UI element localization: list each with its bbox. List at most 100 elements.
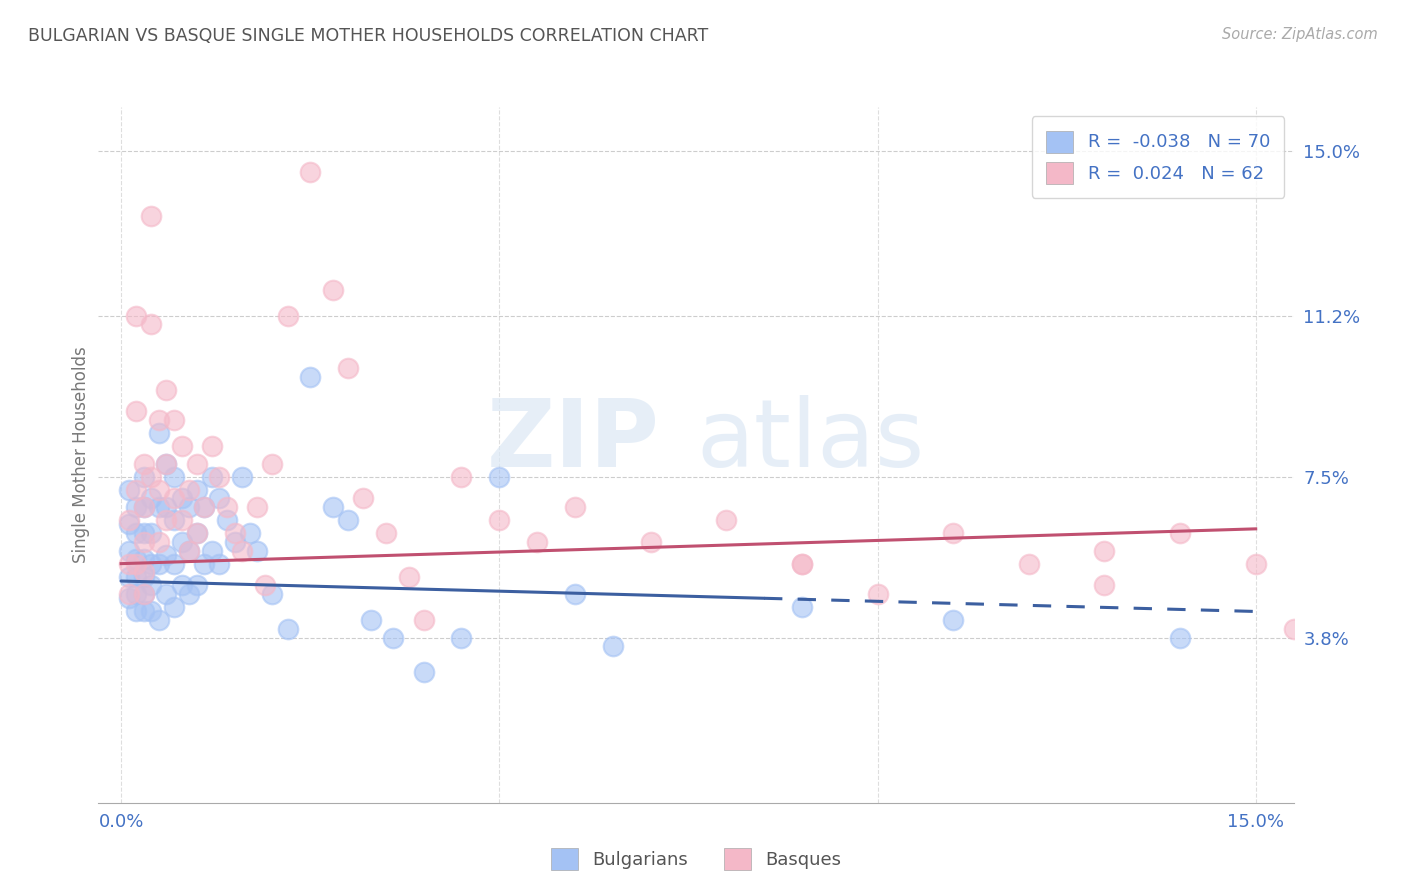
Point bbox=[132, 457, 155, 471]
Point bbox=[125, 483, 148, 497]
Point bbox=[132, 587, 155, 601]
Point bbox=[201, 439, 224, 453]
Point bbox=[1018, 557, 1040, 571]
Point bbox=[179, 543, 201, 558]
Point bbox=[132, 500, 155, 514]
Point bbox=[360, 613, 382, 627]
Text: BULGARIAN VS BASQUE SINGLE MOTHER HOUSEHOLDS CORRELATION CHART: BULGARIAN VS BASQUE SINGLE MOTHER HOUSEH… bbox=[28, 27, 709, 45]
Point bbox=[141, 578, 163, 592]
Point bbox=[132, 570, 155, 584]
Point bbox=[352, 491, 374, 506]
Point bbox=[141, 526, 163, 541]
Point bbox=[193, 557, 215, 571]
Point bbox=[163, 600, 186, 615]
Point bbox=[1168, 526, 1191, 541]
Point bbox=[148, 557, 170, 571]
Point bbox=[564, 500, 586, 514]
Point bbox=[148, 613, 170, 627]
Point bbox=[208, 557, 231, 571]
Point bbox=[163, 469, 186, 483]
Point bbox=[1094, 543, 1116, 558]
Point bbox=[322, 283, 344, 297]
Point bbox=[155, 457, 177, 471]
Point bbox=[215, 500, 238, 514]
Point bbox=[141, 557, 163, 571]
Point bbox=[716, 513, 738, 527]
Point bbox=[163, 513, 186, 527]
Point bbox=[276, 622, 298, 636]
Point bbox=[382, 631, 405, 645]
Point bbox=[125, 552, 148, 566]
Point bbox=[125, 404, 148, 418]
Point bbox=[790, 557, 813, 571]
Point bbox=[125, 526, 148, 541]
Point bbox=[118, 591, 141, 606]
Point bbox=[488, 513, 510, 527]
Point bbox=[155, 513, 177, 527]
Point bbox=[170, 491, 193, 506]
Point bbox=[170, 513, 193, 527]
Point bbox=[299, 165, 322, 179]
Point bbox=[337, 360, 360, 375]
Point bbox=[118, 587, 141, 601]
Point bbox=[125, 587, 148, 601]
Point bbox=[412, 665, 434, 680]
Point bbox=[262, 587, 284, 601]
Point bbox=[179, 543, 201, 558]
Point bbox=[564, 587, 586, 601]
Point bbox=[450, 631, 472, 645]
Point bbox=[148, 483, 170, 497]
Point bbox=[155, 383, 177, 397]
Point bbox=[186, 526, 208, 541]
Point bbox=[299, 369, 322, 384]
Point bbox=[155, 457, 177, 471]
Point bbox=[186, 457, 208, 471]
Point bbox=[132, 587, 155, 601]
Point bbox=[208, 469, 231, 483]
Point bbox=[132, 535, 155, 549]
Point bbox=[1168, 631, 1191, 645]
Point bbox=[201, 469, 224, 483]
Point bbox=[148, 535, 170, 549]
Point bbox=[1094, 578, 1116, 592]
Point bbox=[155, 500, 177, 514]
Point bbox=[602, 639, 624, 653]
Point bbox=[374, 526, 396, 541]
Point bbox=[942, 613, 965, 627]
Point bbox=[141, 209, 163, 223]
Point bbox=[193, 500, 215, 514]
Point bbox=[132, 552, 155, 566]
Point bbox=[201, 543, 224, 558]
Point bbox=[253, 578, 276, 592]
Point bbox=[179, 500, 201, 514]
Point bbox=[186, 578, 208, 592]
Point bbox=[141, 605, 163, 619]
Text: ZIP: ZIP bbox=[488, 395, 661, 487]
Point bbox=[118, 543, 141, 558]
Point bbox=[276, 309, 298, 323]
Legend: Bulgarians, Basques: Bulgarians, Basques bbox=[543, 841, 849, 877]
Point bbox=[163, 557, 186, 571]
Point bbox=[141, 469, 163, 483]
Point bbox=[942, 526, 965, 541]
Text: atlas: atlas bbox=[696, 395, 924, 487]
Point bbox=[488, 469, 510, 483]
Point bbox=[412, 613, 434, 627]
Point bbox=[148, 413, 170, 427]
Point bbox=[118, 517, 141, 532]
Point bbox=[132, 605, 155, 619]
Point bbox=[163, 491, 186, 506]
Point bbox=[337, 513, 360, 527]
Point bbox=[163, 413, 186, 427]
Point bbox=[132, 469, 155, 483]
Point bbox=[148, 500, 170, 514]
Point bbox=[640, 535, 662, 549]
Point bbox=[1282, 622, 1305, 636]
Point bbox=[125, 570, 148, 584]
Y-axis label: Single Mother Households: Single Mother Households bbox=[72, 347, 90, 563]
Point bbox=[224, 526, 246, 541]
Point bbox=[790, 557, 813, 571]
Point bbox=[231, 469, 253, 483]
Point bbox=[141, 318, 163, 332]
Point bbox=[224, 535, 246, 549]
